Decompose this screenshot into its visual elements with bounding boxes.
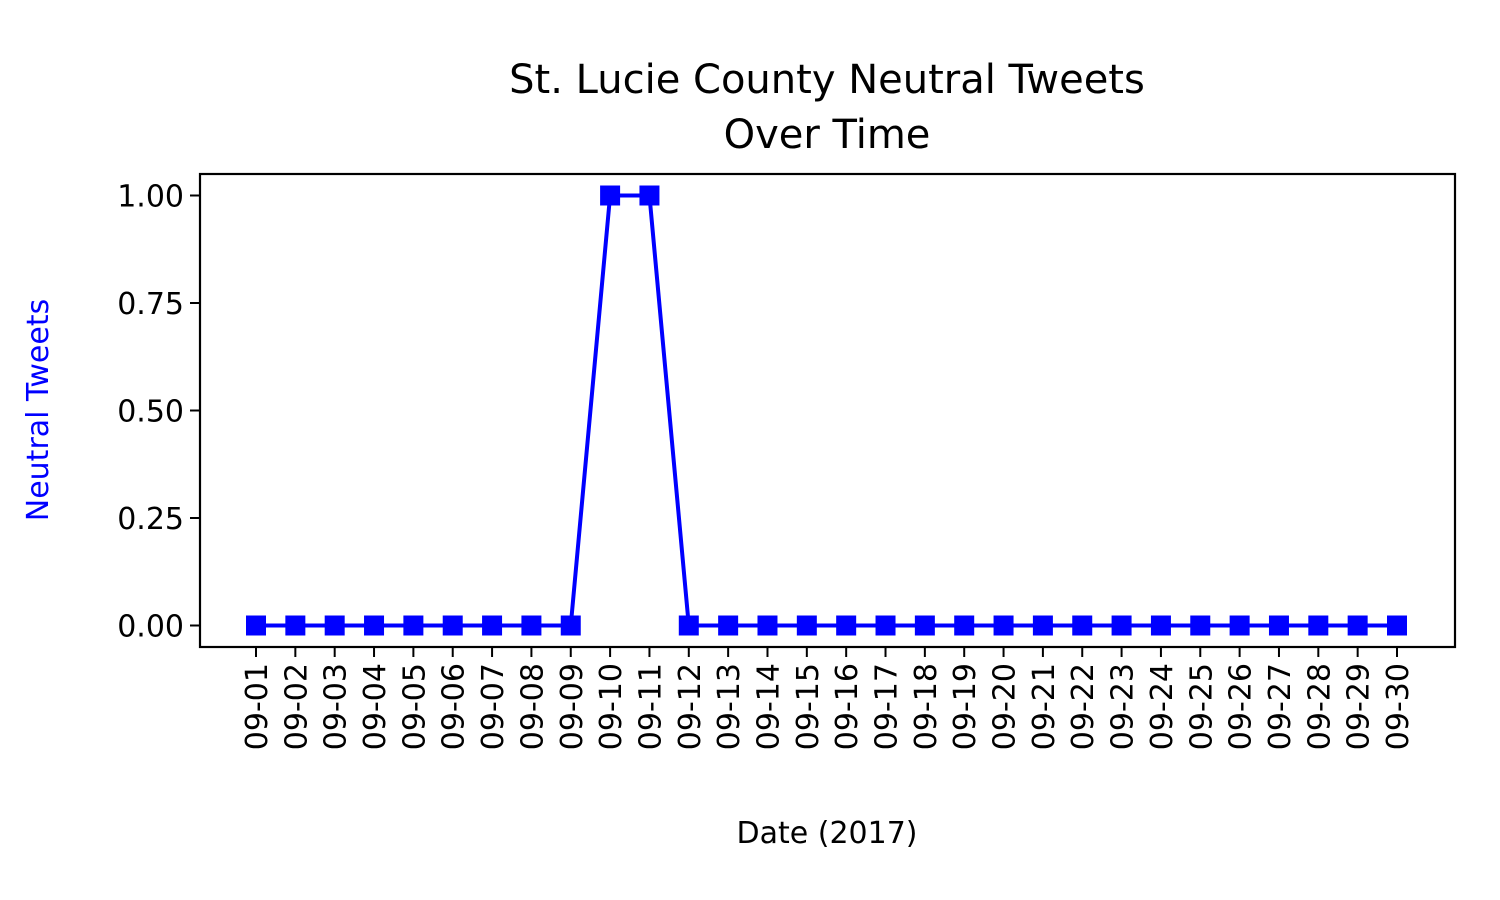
x-tick-label: 09-22 [1066, 663, 1101, 750]
x-tick-label: 09-20 [988, 663, 1023, 750]
data-point-marker [1308, 615, 1329, 636]
data-point-marker [836, 615, 857, 636]
data-point-marker [1387, 615, 1407, 636]
data-point-marker [954, 615, 975, 636]
x-tick-label: 09-30 [1381, 663, 1416, 750]
data-point-marker [560, 615, 581, 636]
y-tick-label: 1.00 [117, 180, 184, 215]
data-point-marker [482, 615, 503, 636]
x-tick-label: 09-21 [1027, 663, 1062, 750]
plot-area-frame [198, 172, 1457, 649]
x-tick-label: 09-19 [948, 663, 983, 750]
x-tick-label: 09-10 [594, 663, 629, 750]
x-tick-label: 09-16 [830, 663, 865, 750]
x-tick-label: 09-06 [437, 663, 472, 750]
data-point-marker [757, 615, 778, 636]
y-axis-ticks: 0.00 0.25 0.50 0.75 1.00 [117, 180, 200, 645]
data-point-marker [639, 185, 660, 206]
chart-title-line-2: Over Time [724, 112, 931, 158]
data-point-marker [442, 615, 463, 636]
y-tick-label: 0.50 [117, 395, 184, 430]
x-tick-label: 09-15 [791, 663, 826, 750]
x-tick-label: 09-23 [1106, 663, 1141, 750]
data-point-marker [796, 615, 817, 636]
data-point-marker [678, 615, 699, 636]
x-tick-label: 09-28 [1302, 663, 1337, 750]
x-tick-label: 09-01 [240, 663, 275, 750]
x-tick-label: 09-04 [358, 663, 393, 750]
data-point-marker [914, 615, 935, 636]
x-tick-label: 09-25 [1184, 663, 1219, 750]
x-tick-label: 09-05 [397, 663, 432, 750]
data-point-marker [718, 615, 739, 636]
data-point-marker [521, 615, 542, 636]
x-tick-label: 09-12 [673, 663, 708, 750]
x-tick-label: 09-07 [476, 663, 511, 750]
x-tick-label: 09-03 [319, 663, 354, 750]
chart-title-line-1: St. Lucie County Neutral Tweets [509, 57, 1145, 103]
data-point-marker [364, 615, 385, 636]
x-tick-label: 09-24 [1145, 663, 1180, 750]
x-tick-label: 09-26 [1224, 663, 1259, 750]
y-axis-label: Neutral Tweets [21, 299, 56, 521]
x-tick-label: 09-02 [279, 663, 314, 750]
data-point-marker [1032, 615, 1053, 636]
data-point-marker [1190, 615, 1211, 636]
x-tick-label: 09-17 [870, 663, 905, 750]
x-tick-label: 09-29 [1342, 663, 1377, 750]
data-point-marker [875, 615, 896, 636]
data-point-marker [600, 185, 621, 206]
data-point-marker [285, 615, 306, 636]
y-tick-label: 0.00 [117, 610, 184, 645]
series-layer [246, 185, 1407, 636]
y-tick-label: 0.25 [117, 502, 184, 537]
data-point-marker [993, 615, 1014, 636]
x-tick-label: 09-09 [555, 663, 590, 750]
data-point-marker [324, 615, 345, 636]
data-point-marker [1347, 615, 1368, 636]
data-point-marker [246, 615, 266, 636]
series-line [256, 193, 1397, 628]
x-tick-label: 09-27 [1263, 663, 1298, 750]
data-point-marker [1111, 615, 1132, 636]
data-point-marker [1072, 615, 1093, 636]
x-axis-ticks: 09-01 09-02 09-03 09-04 09-05 09-06 09-07 09-08… [240, 647, 1416, 750]
data-point-marker [403, 615, 424, 636]
x-tick-label: 09-14 [751, 663, 786, 750]
data-point-marker [1229, 615, 1250, 636]
x-tick-label: 09-13 [712, 663, 747, 750]
data-point-marker [1268, 615, 1289, 636]
x-axis-label: Date (2017) [737, 816, 918, 851]
y-tick-label: 0.75 [117, 287, 184, 322]
data-point-marker [1150, 615, 1171, 636]
x-tick-label: 09-18 [909, 663, 944, 750]
x-tick-label: 09-08 [515, 663, 550, 750]
x-tick-label: 09-11 [633, 663, 668, 750]
